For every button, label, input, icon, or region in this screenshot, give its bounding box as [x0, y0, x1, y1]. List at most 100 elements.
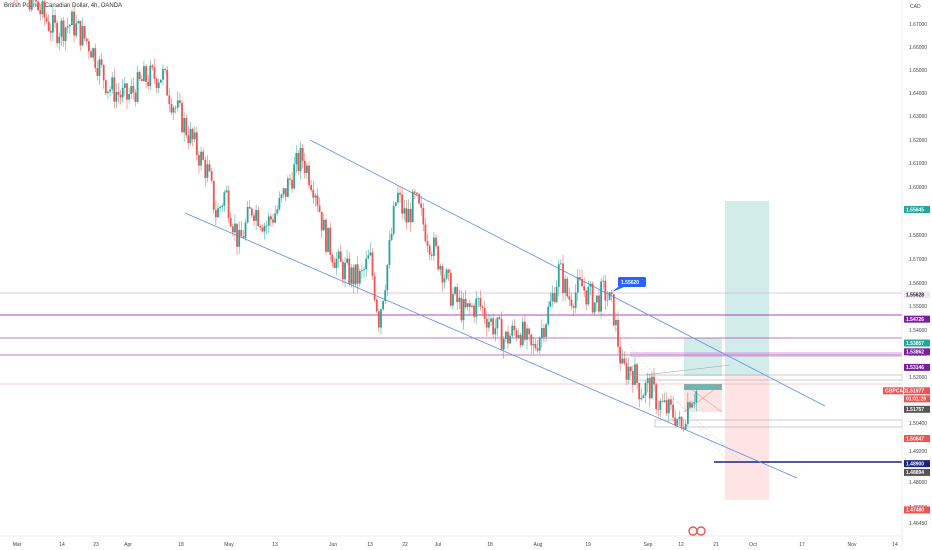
candle-body — [153, 67, 156, 79]
price-tag-label: 1.53146 — [906, 365, 924, 371]
price-tag — [904, 339, 930, 347]
y-tick-label: 1.48000 — [909, 480, 927, 486]
tradingview-logo-icon — [688, 526, 706, 536]
candle-body — [257, 210, 260, 227]
candle-body — [60, 20, 63, 37]
candle-body — [280, 194, 283, 199]
candle-body — [350, 267, 353, 284]
candle-body — [691, 403, 694, 408]
candle-body — [363, 269, 365, 271]
candle-body — [66, 26, 69, 28]
y-axis[interactable]: 1.67000 1.66000 1.65000 1.64000 1.63000 1.620… — [901, 0, 927, 550]
candle-body — [354, 264, 357, 285]
candle-body — [665, 400, 668, 414]
horizontal-levels[interactable] — [0, 292, 902, 463]
candle-body — [411, 191, 414, 223]
candle-body — [397, 192, 399, 203]
candle-body — [413, 191, 416, 193]
candle-body — [447, 269, 450, 273]
projection-line — [619, 349, 741, 461]
candle-body — [595, 295, 598, 303]
x-tick-label: 14 — [59, 542, 65, 548]
candle-body — [492, 318, 495, 335]
candle-body — [94, 48, 97, 69]
candle-body — [589, 283, 592, 287]
candle-body — [100, 59, 103, 65]
chart-title: British Pound / Canadian Dollar, 4h, OAN… — [4, 3, 123, 9]
y-tick-label: 1.65000 — [909, 68, 927, 74]
y-tick-label: 1.50400 — [909, 421, 927, 427]
candle-body — [47, 21, 50, 31]
candle-body — [143, 66, 145, 82]
candle-body — [409, 208, 412, 223]
candle-body — [504, 331, 507, 340]
candle-body — [68, 24, 71, 27]
x-axis[interactable]: Mar 14 23 Apr 18 May 13 Jun 13 22 Jul 18 Aug 19 Sep 12 2… — [0, 535, 902, 548]
candle-body — [168, 95, 171, 105]
take-profit-zone — [725, 201, 769, 376]
candle-body — [598, 295, 600, 312]
candle-body — [494, 328, 497, 335]
candle-body — [87, 41, 90, 52]
candle-body — [238, 229, 241, 247]
candle-body — [155, 78, 158, 88]
candle-body — [496, 317, 499, 329]
price-callout: 1.55620 — [612, 277, 646, 292]
candle-body — [432, 237, 435, 256]
candle-body — [382, 300, 384, 310]
price-tag-label: 1.48900 — [906, 461, 924, 467]
candle-body — [437, 246, 440, 270]
candle-body — [337, 251, 340, 259]
candle-body — [301, 147, 304, 161]
candle-body — [629, 366, 632, 371]
candle-body — [441, 266, 444, 283]
candle-body — [579, 277, 581, 279]
candle-body — [377, 311, 380, 328]
channel-lower-line — [184, 212, 798, 479]
candle-body — [650, 376, 653, 399]
candle-body — [172, 107, 175, 113]
candle-body — [445, 269, 448, 279]
candle-body — [117, 92, 120, 95]
candle-body — [62, 20, 65, 42]
candle-body — [693, 402, 696, 404]
candle-body — [96, 68, 99, 76]
candle-body — [104, 80, 107, 94]
y-tick-label: 1.67000 — [909, 22, 927, 28]
price-tag — [904, 387, 930, 395]
candle-body — [316, 195, 319, 206]
candle-body — [627, 366, 630, 380]
candle-body — [90, 51, 92, 58]
candle-body — [58, 36, 61, 44]
candle-body — [225, 190, 228, 193]
candle-body — [530, 334, 533, 346]
candle-body — [689, 402, 691, 408]
candle-body — [430, 254, 433, 256]
price-tag-label: 01:01:29 — [906, 397, 926, 403]
candle-body — [593, 302, 596, 313]
candle-body — [284, 188, 287, 197]
candle-body — [519, 334, 522, 346]
x-tick-label: 21 — [713, 542, 719, 548]
candle-body — [373, 276, 376, 300]
price-tag — [904, 468, 930, 476]
candle-body — [587, 286, 590, 305]
candle-body — [109, 89, 111, 92]
candle-body — [83, 26, 86, 39]
candle-body — [460, 297, 463, 321]
candle-body — [553, 293, 556, 303]
candle-body — [475, 298, 478, 317]
position-zones — [683, 201, 769, 500]
candle-body — [545, 324, 547, 338]
candle-body — [37, 1, 39, 11]
candle-body — [490, 318, 492, 322]
x-tick-label: 17 — [799, 542, 805, 548]
candle-body — [183, 117, 186, 133]
candle-body — [439, 266, 442, 270]
candle-body — [642, 395, 645, 399]
candle-body — [536, 348, 539, 351]
candle-body — [655, 384, 658, 410]
candle-body — [454, 287, 456, 295]
trend-channel[interactable] — [184, 139, 826, 479]
